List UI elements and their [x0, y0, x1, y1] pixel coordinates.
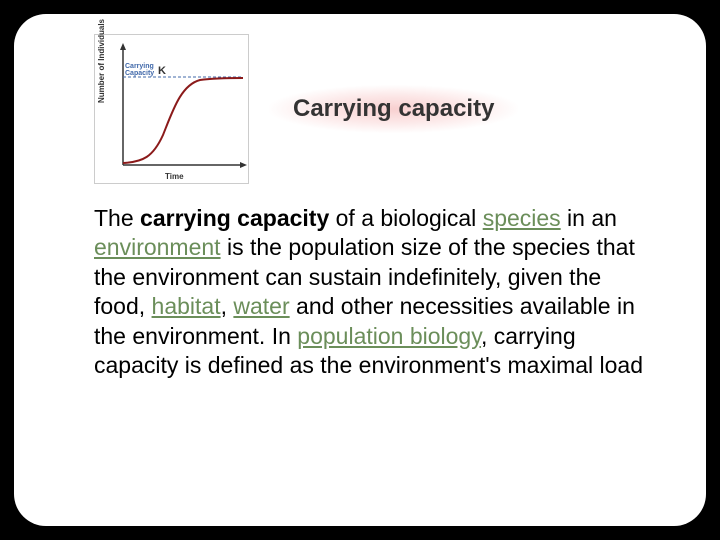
- slide-title: Carrying capacity: [293, 95, 494, 122]
- chart-svg: [95, 35, 250, 185]
- body-link[interactable]: environment: [94, 234, 221, 260]
- body-text-run: of a biological: [329, 205, 482, 231]
- body-text-run: ,: [221, 293, 234, 319]
- body-bold: carrying capacity: [140, 205, 329, 231]
- header-row: Number of Individuals Time CarryingCapac…: [94, 34, 676, 184]
- body-text-run: The: [94, 205, 140, 231]
- logistic-growth-chart: Number of Individuals Time CarryingCapac…: [94, 34, 249, 184]
- body-link[interactable]: species: [483, 205, 561, 231]
- chart-cc-label: CarryingCapacity: [125, 63, 154, 77]
- body-link[interactable]: habitat: [152, 293, 221, 319]
- body-text-run: in an: [561, 205, 617, 231]
- chart-xlabel: Time: [165, 172, 184, 181]
- body-link[interactable]: water: [233, 293, 289, 319]
- chart-ylabel: Number of Individuals: [97, 19, 106, 103]
- title-box: Carrying capacity: [269, 85, 518, 133]
- chart-k-label: K: [158, 65, 166, 77]
- body-link[interactable]: population biology: [297, 323, 481, 349]
- slide-frame: Number of Individuals Time CarryingCapac…: [14, 14, 706, 526]
- body-paragraph: The carrying capacity of a biological sp…: [94, 204, 656, 381]
